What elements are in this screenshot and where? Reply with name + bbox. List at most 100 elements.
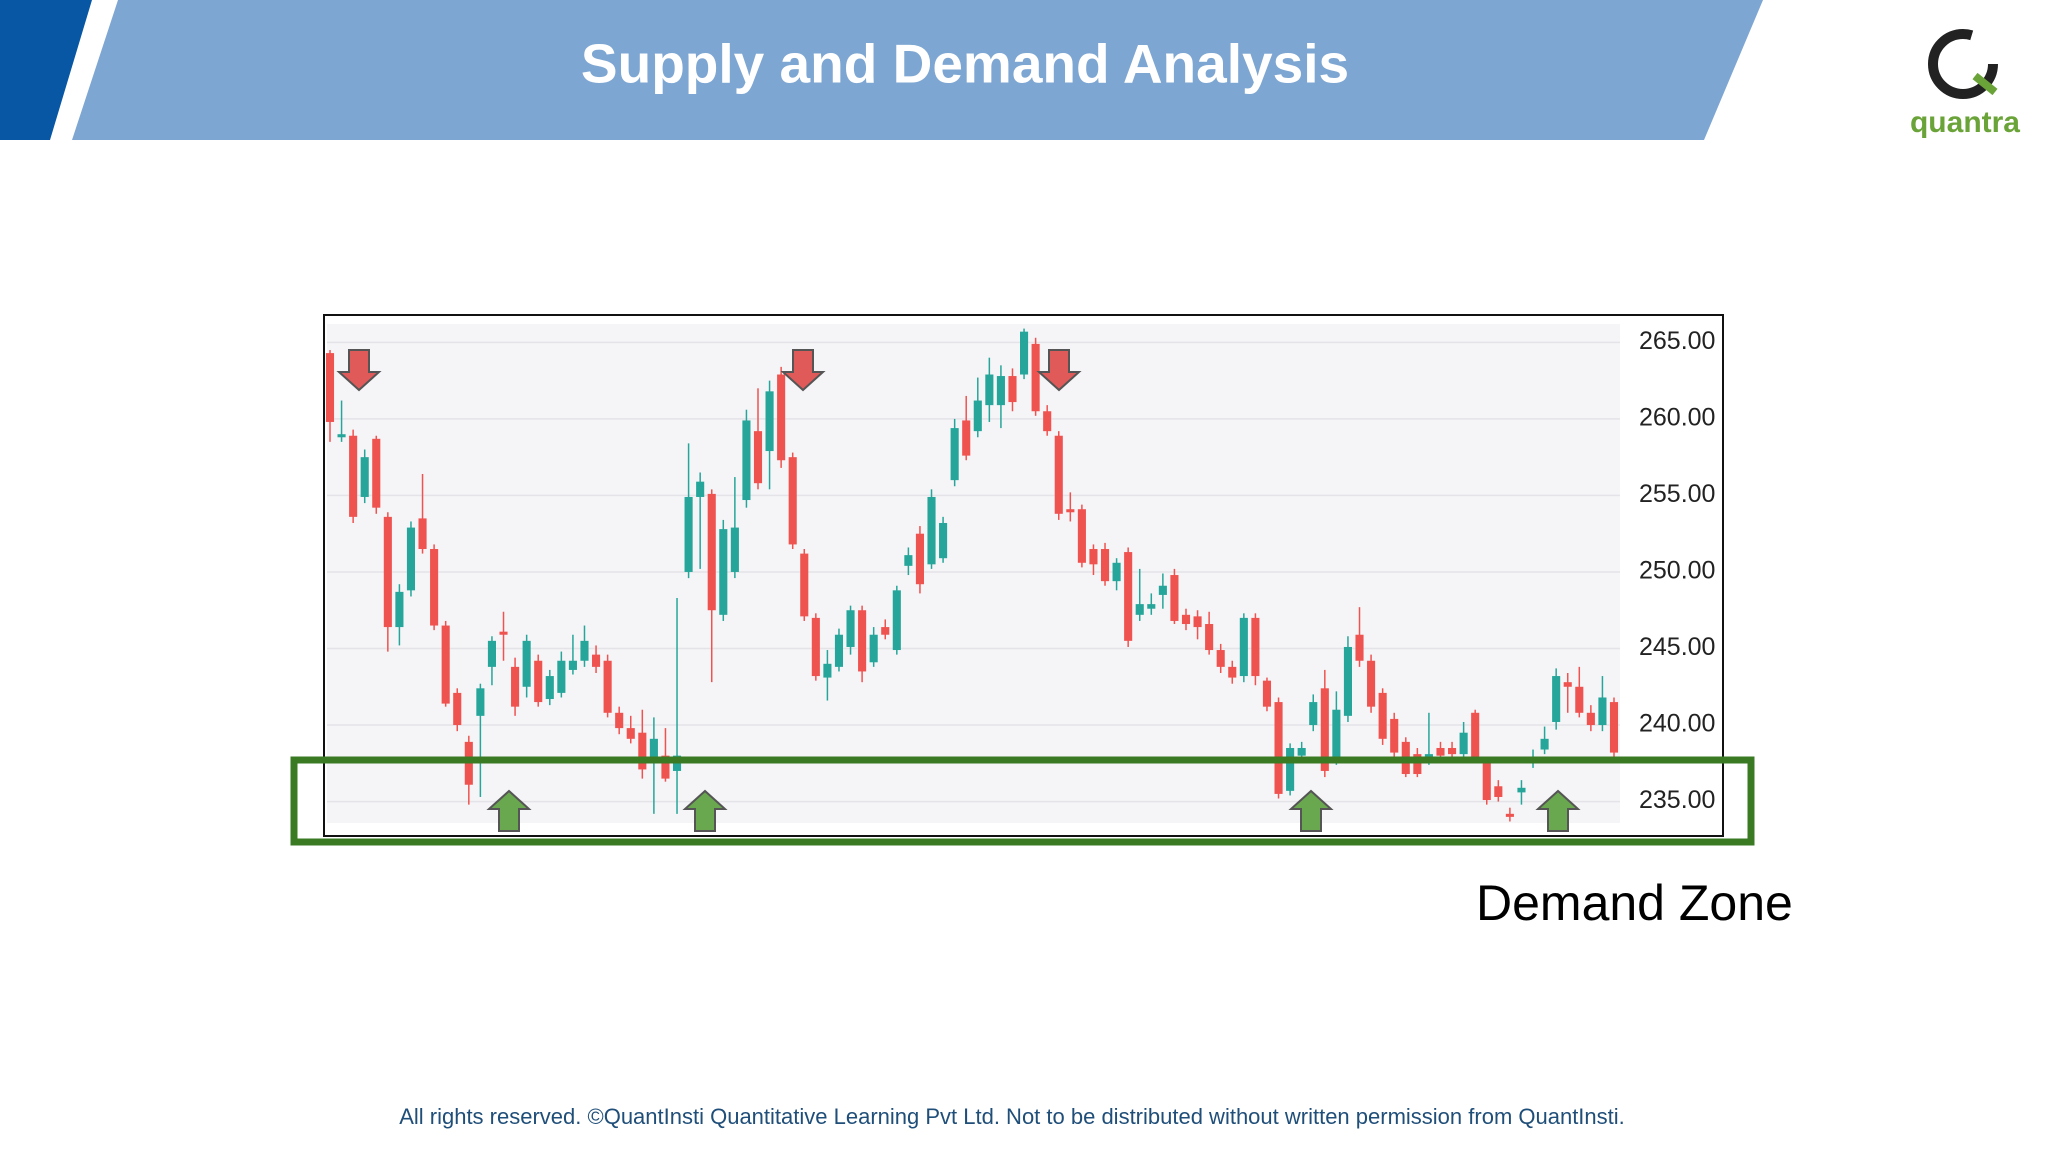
candle-body [1020, 331, 1029, 375]
demand-arrow [682, 789, 728, 832]
candle-body [1448, 747, 1457, 755]
candle-body [1459, 732, 1468, 755]
candle-body [1540, 738, 1549, 750]
candle-body [1216, 650, 1225, 667]
y-tick-label: 260.00 [1639, 404, 1715, 432]
header-band [72, 0, 1763, 140]
candle-body [1297, 747, 1306, 756]
candle-body [395, 591, 404, 628]
logo: quantra [1910, 29, 2020, 139]
candle-body [638, 732, 647, 770]
candle-body [742, 420, 751, 501]
candle-body [406, 527, 416, 591]
candle-body [1181, 614, 1191, 625]
y-tick-label: 265.00 [1639, 327, 1715, 355]
plot: 235.00 240.00 245.00 250.00 255.00 260.00 265.… [325, 327, 1715, 822]
candle-body [1054, 435, 1063, 514]
logo-icon-tail [1972, 72, 1998, 96]
candle-body [1586, 712, 1595, 726]
y-tick-label: 240.00 [1639, 710, 1715, 738]
candle-body [996, 376, 1005, 406]
candle-body [707, 493, 716, 611]
candle-body [892, 590, 901, 651]
candle-body [753, 431, 763, 484]
candle-body [1274, 702, 1283, 794]
candle-body [372, 438, 381, 508]
footer: All rights reserved. ©QuantInsti Quantit… [399, 1104, 1625, 1129]
supply-arrow [336, 349, 382, 392]
candle-body [973, 400, 982, 432]
candle-body [869, 634, 878, 663]
candle-body [1482, 761, 1491, 801]
candle-body [1367, 660, 1376, 707]
candle-body [1239, 617, 1248, 677]
candle-body [985, 374, 994, 406]
logo-icon [1928, 29, 1998, 99]
candle-body [1043, 411, 1052, 432]
candle-body [441, 625, 450, 704]
candle-body [800, 553, 809, 617]
candle-body [1124, 552, 1133, 641]
candle-body [615, 712, 624, 729]
candle-body [534, 660, 543, 703]
candle-body [962, 420, 971, 456]
candle-body [730, 527, 739, 572]
candle-body [1390, 718, 1399, 753]
candle-body [777, 374, 786, 461]
candle-body [939, 522, 948, 559]
candle-body [603, 660, 612, 713]
candle-body [557, 660, 566, 693]
candle-body [696, 481, 705, 497]
candle-body [1147, 604, 1156, 609]
candle-body [1286, 747, 1295, 791]
candle-body [823, 663, 832, 678]
candle-body [1228, 666, 1237, 678]
candle-body [684, 496, 693, 572]
header-accent [0, 0, 92, 140]
candle-body [522, 640, 531, 687]
demand-arrow [486, 789, 532, 832]
candle-body [846, 610, 855, 647]
candle-body [1413, 754, 1422, 775]
candle-body [1193, 616, 1202, 628]
candle-body [1494, 786, 1503, 797]
candle-body [661, 755, 670, 779]
slide-title: Supply and Demand Analysis [581, 33, 1349, 95]
candle-body [568, 660, 577, 670]
candle-body [950, 428, 959, 481]
candle-body [1552, 676, 1561, 722]
logo-text: quantra [1910, 106, 2020, 139]
candle-body [1100, 549, 1110, 582]
zone-label: Demand Zone [1476, 875, 1793, 931]
candle-body [881, 627, 890, 635]
candle-body [1309, 702, 1318, 726]
candle-body [1320, 688, 1329, 771]
demand-arrow [1288, 789, 1334, 832]
candle-body [626, 728, 635, 739]
candle-body [1205, 624, 1214, 651]
candle-body [1343, 646, 1352, 716]
candle-body [487, 640, 496, 667]
candle-body [1598, 697, 1607, 726]
demand-zone [290, 756, 1755, 846]
candle-body [511, 666, 520, 707]
candle-body [834, 634, 844, 667]
candle-body [1332, 709, 1341, 759]
candle-body [1112, 562, 1121, 582]
supply-arrows [336, 349, 1082, 392]
candle-body [1563, 682, 1572, 687]
candle-body [476, 688, 485, 716]
supply-arrow [1036, 349, 1082, 392]
candle-body [1135, 604, 1144, 615]
candle-body [1251, 617, 1260, 677]
candle-body [1262, 680, 1272, 707]
y-tick-label: 250.00 [1639, 557, 1715, 585]
candle-body [1158, 585, 1167, 595]
candle-body [383, 516, 392, 628]
candle-body [360, 457, 369, 497]
candle-body [858, 610, 867, 672]
y-tick-label: 235.00 [1639, 786, 1715, 814]
candle-body [1066, 509, 1075, 513]
candle-body [545, 676, 554, 700]
candle-body [915, 533, 924, 585]
